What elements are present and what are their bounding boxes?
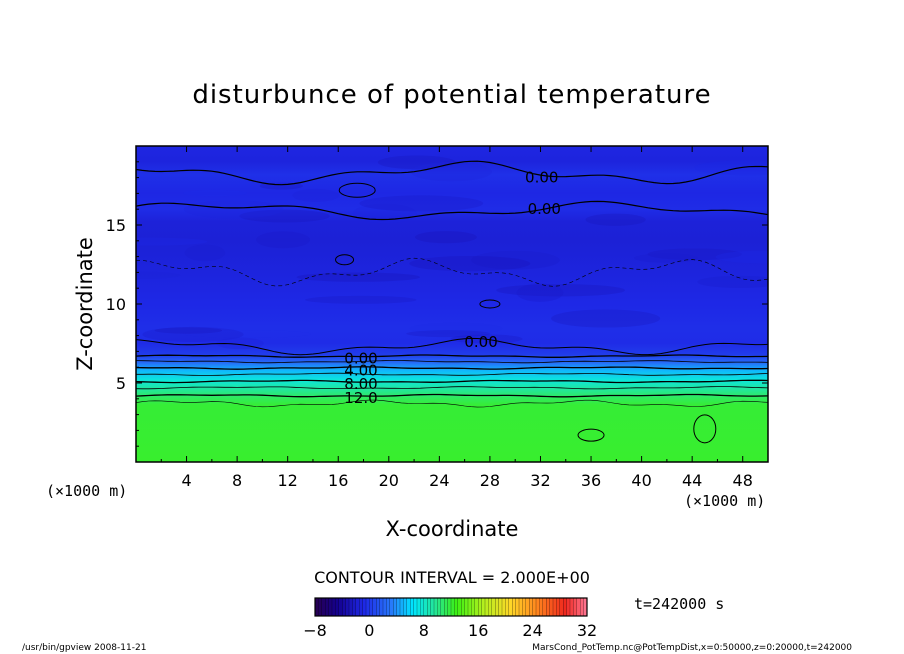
colorbar-frame (314, 597, 588, 617)
x-axis-ticks: 4 8 12 16 20 24 28 32 36 40 44 48 (160, 146, 753, 490)
x-tick-label-1: 8 (232, 471, 242, 490)
x-tick-label-6: 28 (480, 471, 500, 490)
x-tick-label-2: 12 (278, 471, 298, 490)
contour-label-2: 4.00 (344, 361, 377, 379)
colorbar-tick-labels: −8 0 8 16 24 32 (303, 621, 597, 640)
x-tick-label-9: 40 (631, 471, 651, 490)
colorbar-tick-label-0: −8 (303, 621, 327, 640)
footer-left: /usr/bin/gpview 2008-11-21 (22, 643, 146, 653)
time-label: t=242000 s (634, 595, 724, 613)
x-tick-label-5: 24 (429, 471, 449, 490)
colorbar-tick-label-3: 16 (468, 621, 488, 640)
z-tick-label-1: 10 (106, 295, 126, 314)
x-tick-label-0: 4 (181, 471, 191, 490)
field-fill (136, 146, 768, 462)
x-unit-right: (×1000 m) (684, 492, 765, 510)
z-tick-label-2: 15 (106, 216, 126, 235)
x-tick-label-8: 36 (581, 471, 601, 490)
z-axis-label: Z-coordinate (73, 237, 97, 371)
colorbar-cells (314, 597, 588, 617)
x-tick-label-4: 20 (379, 471, 399, 490)
x-tick-label-11: 48 (733, 471, 753, 490)
contour-label-6: 12.0 (344, 389, 377, 407)
colorbar-tick-label-5: 32 (577, 621, 597, 640)
contour-lines (136, 160, 768, 444)
colorbar: −8 0 8 16 24 32 (303, 597, 597, 640)
contour-interval-label: CONTOUR INTERVAL = 2.000E+00 (314, 568, 590, 587)
z-tick-label-0: 5 (116, 374, 126, 393)
colorbar-tick-label-2: 8 (419, 621, 429, 640)
x-unit-left: (×1000 m) (46, 482, 127, 500)
contour-label-upper-1: 0.00 (528, 200, 561, 218)
contour-label-upper-2: 0.00 (464, 333, 497, 351)
chart-title: disturbunce of potential temperature (192, 80, 711, 110)
x-tick-label-10: 44 (682, 471, 702, 490)
x-axis-label: X-coordinate (386, 517, 519, 541)
contour-label-0: 0.00 (344, 350, 377, 368)
colorbar-tick-label-4: 24 (522, 621, 542, 640)
contour-label-upper-0: 0.00 (525, 169, 558, 187)
z-axis-ticks: 5 10 15 (106, 161, 768, 447)
field-texture (136, 155, 768, 350)
footer-right: MarsCond_PotTemp.nc@PotTempDist,x=0:5000… (532, 643, 852, 653)
contour-label-4: 8.00 (344, 375, 377, 393)
colorbar-tick-label-1: 0 (364, 621, 374, 640)
x-tick-label-7: 32 (530, 471, 550, 490)
x-tick-label-3: 16 (328, 471, 348, 490)
